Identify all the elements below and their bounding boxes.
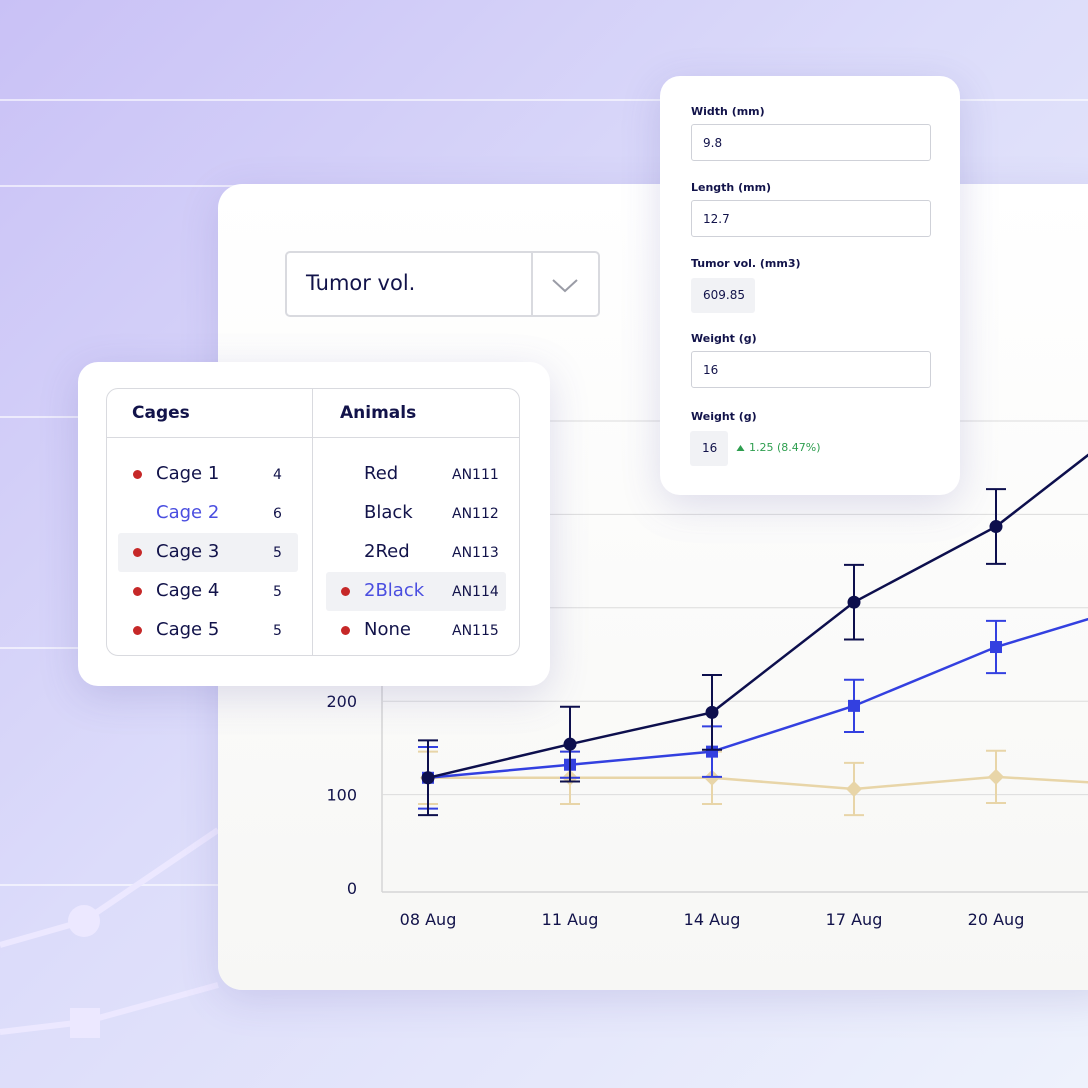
cages-table: Cages Animals Cage 1 4 Cage 2 6 Cage 3 5 Cage …	[106, 388, 520, 656]
input-value: 9.8	[703, 136, 723, 150]
field-label: Weight (g)	[691, 332, 757, 345]
cage-count: 6	[273, 506, 282, 522]
input-value: 12.7	[703, 212, 730, 226]
form-card: Width (mm) 9.8 Length (mm) 12.7 Tumor vo…	[660, 76, 960, 495]
readonly-value: 16	[690, 431, 728, 466]
animal-id: AN113	[452, 545, 499, 561]
animal-id: AN115	[452, 623, 499, 639]
input-value: 16	[703, 363, 719, 377]
cage-name: Cage 2	[156, 502, 220, 523]
animal-name: 2Black	[364, 580, 425, 601]
readonly-value: 609.85	[691, 278, 755, 313]
value: 16	[702, 441, 718, 455]
cages-card: Cages Animals Cage 1 4 Cage 2 6 Cage 3 5 Cage …	[78, 362, 550, 686]
animal-name: Black	[364, 502, 413, 523]
animal-id: AN112	[452, 506, 499, 522]
cage-name: Cage 5	[156, 619, 220, 640]
input[interactable]: 12.7	[691, 200, 931, 237]
field-label: Tumor vol. (mm3)	[691, 257, 801, 270]
cage-count: 4	[273, 467, 282, 483]
cage-name: Cage 4	[156, 580, 220, 601]
cage-name: Cage 1	[156, 463, 220, 484]
dropdown-label: Tumor vol.	[306, 271, 416, 295]
field-label: Width (mm)	[691, 105, 765, 118]
animal-id: AN111	[452, 467, 499, 483]
cage-count: 5	[273, 623, 282, 639]
cage-name: Cage 3	[156, 541, 220, 562]
dropdown[interactable]: Tumor vol.	[285, 251, 600, 317]
animal-name: None	[364, 619, 411, 640]
header: Animals	[340, 403, 417, 423]
animal-id: AN114	[452, 584, 499, 600]
animal-name: Red	[364, 463, 399, 484]
header: Cages	[132, 403, 190, 423]
field-label: Length (mm)	[691, 181, 772, 194]
field-label: Weight (g)	[691, 410, 757, 423]
input[interactable]: 16	[691, 351, 931, 388]
input[interactable]: 9.8	[691, 124, 931, 161]
change: 1.25 (8.47%)	[749, 441, 821, 454]
animal-name: 2Red	[364, 541, 410, 562]
cage-count: 5	[273, 545, 282, 561]
value: 609.85	[703, 288, 745, 302]
cage-count: 5	[273, 584, 282, 600]
up-arrow	[736, 445, 745, 451]
chevron	[552, 279, 578, 293]
